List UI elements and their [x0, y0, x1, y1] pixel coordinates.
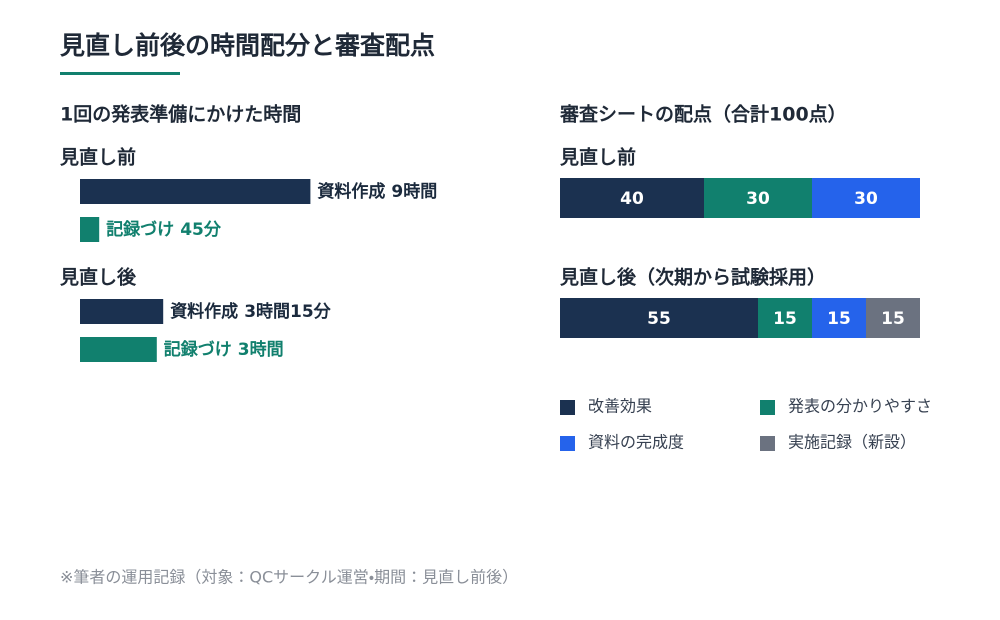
- bar-label: 資料作成 9時間: [317, 181, 437, 202]
- bar: [80, 217, 100, 242]
- group-label: 見直し後（次期から試験採用）: [560, 266, 826, 289]
- segment-label: 30: [854, 189, 878, 209]
- segment: [812, 298, 866, 338]
- segment-label: 30: [746, 189, 770, 209]
- series-name: 記録づけ: [164, 339, 232, 360]
- bar-label: 資料作成 3時間15分: [170, 301, 331, 322]
- group-label: 見直し前: [60, 146, 136, 169]
- segment-label: 15: [827, 309, 851, 329]
- segment: [758, 298, 812, 338]
- series-name: 記録づけ: [106, 219, 174, 240]
- series-name: 資料作成: [317, 181, 385, 202]
- title-underline: [60, 72, 180, 75]
- segment: [560, 298, 758, 338]
- legend-swatch: [760, 436, 775, 451]
- segment: [812, 178, 920, 218]
- segment-label: 55: [647, 309, 671, 329]
- value-label: 3時間15分: [244, 301, 331, 322]
- bar-label: 記録づけ 3時間: [164, 339, 284, 360]
- bar: [80, 337, 157, 362]
- segment-label: 40: [620, 189, 644, 209]
- value-label: 3時間: [238, 339, 284, 360]
- bar-label: 記録づけ 45分: [106, 219, 222, 240]
- legend-label: 発表の分かりやすさ: [788, 397, 932, 416]
- value-label: 9時間: [391, 181, 437, 202]
- chart-title: 審査シートの配点（合計100点）: [559, 103, 847, 126]
- group-label: 見直し前: [560, 146, 636, 169]
- segment: [560, 178, 704, 218]
- legend-label: 資料の完成度: [588, 433, 684, 452]
- legend-swatch: [560, 400, 575, 415]
- series-name: 資料作成: [170, 301, 238, 322]
- value-label: 45分: [180, 220, 222, 240]
- legend-label: 改善効果: [588, 397, 652, 416]
- group-label: 見直し後: [60, 266, 137, 289]
- bar: [80, 179, 311, 204]
- segment: [866, 298, 920, 338]
- legend-swatch: [760, 400, 775, 415]
- page-title: 見直し前後の時間配分と審査配点: [60, 31, 435, 60]
- segment-label: 15: [881, 309, 905, 329]
- legend-swatch: [560, 436, 575, 451]
- segment-label: 15: [773, 309, 797, 329]
- footnote: ※筆者の運用記録（対象：QCサークル運営・期間：見直し前後）: [60, 568, 518, 587]
- bar: [80, 299, 164, 324]
- chart-title: 1回の発表準備にかけた時間: [60, 103, 301, 126]
- legend-label: 実施記録（新設）: [788, 433, 916, 452]
- segment: [704, 178, 812, 218]
